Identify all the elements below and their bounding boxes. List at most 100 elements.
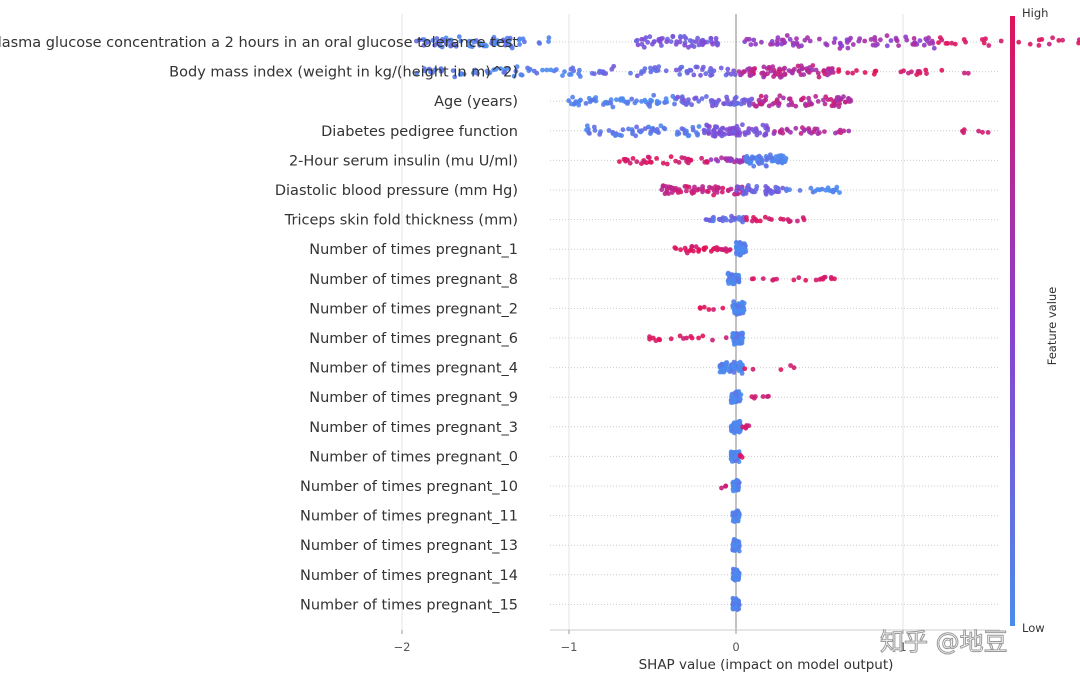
shap-dot bbox=[716, 216, 722, 222]
shap-dot bbox=[815, 70, 821, 76]
shap-dot bbox=[764, 156, 770, 161]
shap-dot bbox=[656, 64, 662, 70]
shap-dot bbox=[592, 127, 598, 133]
shap-dot bbox=[673, 186, 679, 191]
shap-dot bbox=[884, 43, 890, 49]
shap-dot bbox=[756, 153, 762, 159]
shap-dot bbox=[799, 43, 804, 49]
shap-dot bbox=[796, 275, 802, 281]
shap-dot bbox=[976, 128, 981, 134]
shap-dot bbox=[675, 190, 681, 195]
shap-dot bbox=[669, 190, 675, 195]
shap-dot bbox=[650, 126, 655, 132]
shap-dot bbox=[723, 483, 728, 489]
shap-dot bbox=[725, 97, 730, 103]
shap-dot bbox=[752, 394, 758, 399]
shap-dot bbox=[732, 215, 738, 221]
shap-dot bbox=[923, 67, 929, 73]
shap-dot bbox=[735, 278, 741, 283]
shap-dot bbox=[794, 36, 799, 42]
shap-dot bbox=[1036, 37, 1042, 43]
shap-dot bbox=[803, 277, 809, 283]
shap-dot bbox=[654, 129, 660, 135]
shap-dot bbox=[711, 192, 716, 198]
shap-dot bbox=[657, 337, 663, 343]
shap-dot bbox=[430, 70, 436, 75]
feature-label: Number of times pregnant_13 bbox=[300, 538, 518, 554]
shap-dot bbox=[635, 42, 641, 48]
shap-dot bbox=[560, 73, 565, 78]
shap-dot bbox=[604, 101, 610, 106]
shap-dot bbox=[730, 566, 736, 572]
shap-dot bbox=[689, 335, 695, 341]
shap-dot bbox=[701, 245, 707, 251]
shap-dot bbox=[831, 100, 837, 105]
shap-dot bbox=[806, 102, 811, 108]
shap-dot bbox=[761, 64, 767, 70]
shap-dot bbox=[731, 278, 736, 283]
shap-dot bbox=[780, 158, 786, 164]
shap-dot bbox=[721, 369, 727, 375]
shap-dot bbox=[769, 39, 775, 44]
shap-dot bbox=[878, 37, 883, 43]
shap-dot bbox=[787, 37, 793, 42]
shap-dot bbox=[741, 100, 747, 106]
shap-dot bbox=[592, 71, 597, 77]
shap-dot bbox=[685, 70, 690, 76]
feature-label: Body mass index (weight in kg/(height in… bbox=[169, 65, 518, 81]
shap-dot bbox=[1076, 40, 1080, 46]
shap-dot bbox=[697, 306, 703, 311]
shap-dot bbox=[672, 101, 677, 107]
shap-dot bbox=[780, 153, 786, 159]
shap-dot bbox=[717, 363, 723, 368]
shap-dot bbox=[681, 336, 686, 341]
shap-dot bbox=[733, 393, 739, 398]
watermark-text: 知乎 @地豆 bbox=[880, 628, 1008, 656]
shap-dot bbox=[767, 152, 773, 158]
shap-dot bbox=[748, 72, 754, 78]
shap-dot bbox=[773, 154, 779, 160]
shap-dot bbox=[736, 601, 742, 607]
shap-dot bbox=[706, 217, 712, 223]
shap-dot bbox=[467, 43, 473, 49]
shap-dot bbox=[645, 154, 651, 160]
shap-dot bbox=[979, 37, 985, 42]
shap-dot bbox=[583, 101, 589, 106]
shap-dot bbox=[872, 38, 878, 43]
shap-dot bbox=[698, 72, 703, 78]
shap-dot bbox=[817, 36, 822, 42]
shap-dot bbox=[516, 37, 522, 43]
shap-dot bbox=[696, 42, 702, 48]
shap-dot bbox=[648, 65, 653, 71]
feature-label: 2-Hour serum insulin (mu U/ml) bbox=[289, 153, 518, 169]
shap-dot bbox=[775, 35, 781, 41]
shap-dot bbox=[751, 215, 756, 220]
shap-dot bbox=[836, 95, 842, 100]
shap-dot bbox=[690, 127, 696, 133]
shap-dot bbox=[452, 74, 458, 80]
shap-dot bbox=[656, 37, 662, 42]
shap-dot bbox=[789, 69, 794, 75]
shap-dot bbox=[731, 125, 737, 131]
shap-dot bbox=[461, 71, 467, 77]
shap-dot bbox=[797, 188, 803, 193]
shap-dot bbox=[642, 126, 648, 131]
shap-dot bbox=[745, 128, 751, 134]
shap-dot bbox=[723, 246, 729, 252]
shap-dot bbox=[739, 308, 744, 313]
shap-dot bbox=[1060, 37, 1065, 43]
shap-dot bbox=[663, 68, 669, 74]
shap-dot bbox=[822, 71, 828, 77]
shap-dot bbox=[775, 186, 781, 192]
shap-dot bbox=[478, 41, 484, 46]
colorbar-title: Feature value bbox=[1045, 287, 1059, 366]
shap-dot bbox=[715, 158, 721, 164]
shap-dot bbox=[721, 101, 726, 106]
shap-dot bbox=[846, 99, 852, 104]
shap-dot bbox=[801, 72, 807, 77]
shap-dot bbox=[731, 68, 736, 74]
shap-dot bbox=[871, 71, 877, 77]
shap-dot bbox=[756, 161, 762, 167]
shap-dot bbox=[806, 70, 812, 75]
shap-dot bbox=[684, 188, 689, 194]
